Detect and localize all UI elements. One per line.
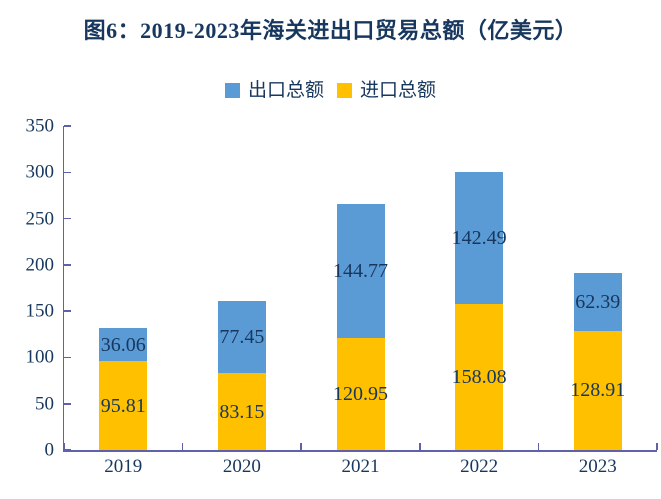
legend-label-export: 出口总额 (247, 80, 324, 101)
y-axis-tick (64, 171, 71, 173)
y-tick-label: 200 (25, 254, 55, 276)
bar-segment-export (573, 272, 622, 331)
bar-segment-import (99, 361, 148, 450)
x-axis-tick (656, 443, 658, 450)
y-axis-tick (64, 217, 71, 220)
bar-value-label-import: 120.95 (333, 383, 388, 405)
bar-segment-export (99, 327, 148, 362)
x-category-label: 2019 (104, 456, 143, 477)
chart-title: 图6：2019-2023年海关进出口贸易总额（亿美元） (83, 18, 578, 43)
y-tick-label: 350 (25, 115, 55, 137)
y-axis-tick (64, 264, 71, 266)
y-axis-line (62, 126, 64, 452)
y-tick-label: 300 (25, 161, 55, 183)
x-axis-tick (300, 443, 302, 450)
bar-segment-export (455, 171, 504, 304)
x-axis-tick (181, 443, 184, 450)
bar-value-label-export: 36.06 (100, 333, 146, 356)
bar-value-label-export: 144.77 (333, 260, 388, 282)
y-tick-label: 100 (25, 346, 55, 368)
y-axis-tick (64, 356, 71, 359)
legend-item-export: 出口总额 (224, 80, 324, 101)
x-category-label: 2022 (460, 456, 499, 477)
y-axis-tick (64, 310, 71, 312)
bar-segment-import (573, 330, 622, 450)
y-axis-tick (64, 403, 71, 405)
bar-value-label-export: 77.45 (219, 326, 265, 349)
y-axis-tick (64, 125, 71, 127)
x-category-label: 2021 (341, 456, 380, 477)
x-axis-line (62, 450, 657, 452)
x-axis-tick (419, 443, 421, 450)
legend-swatch-export-icon (224, 83, 240, 98)
bar-segment-export (217, 301, 266, 373)
y-axis-tick (64, 449, 71, 451)
x-category-label: 2023 (578, 456, 617, 477)
bar-value-label-import: 128.91 (570, 379, 626, 402)
bar-segment-export (336, 204, 385, 338)
bar-segment-import (217, 373, 266, 450)
y-tick-label: 0 (44, 439, 55, 461)
x-axis-tick (63, 443, 65, 450)
x-axis-tick (537, 443, 540, 450)
y-tick-label: 150 (25, 300, 55, 322)
chart-legend: 出口总额 进口总额 (0, 81, 661, 100)
legend-label-import: 进口总额 (360, 80, 437, 101)
bar-segment-import (336, 338, 385, 450)
bar-value-label-export: 62.39 (575, 290, 621, 313)
bar-value-label-import: 83.15 (219, 400, 265, 423)
bar-segment-import (455, 303, 504, 450)
y-tick-label: 250 (25, 208, 55, 230)
x-category-label: 2020 (222, 456, 261, 477)
legend-item-import: 进口总额 (337, 81, 436, 100)
legend-swatch-import-icon (337, 83, 352, 98)
y-tick-label: 50 (35, 393, 54, 415)
bar-value-label-export: 142.49 (451, 226, 507, 249)
bar-value-label-import: 95.81 (100, 394, 146, 417)
bar-value-label-import: 158.08 (451, 365, 507, 388)
